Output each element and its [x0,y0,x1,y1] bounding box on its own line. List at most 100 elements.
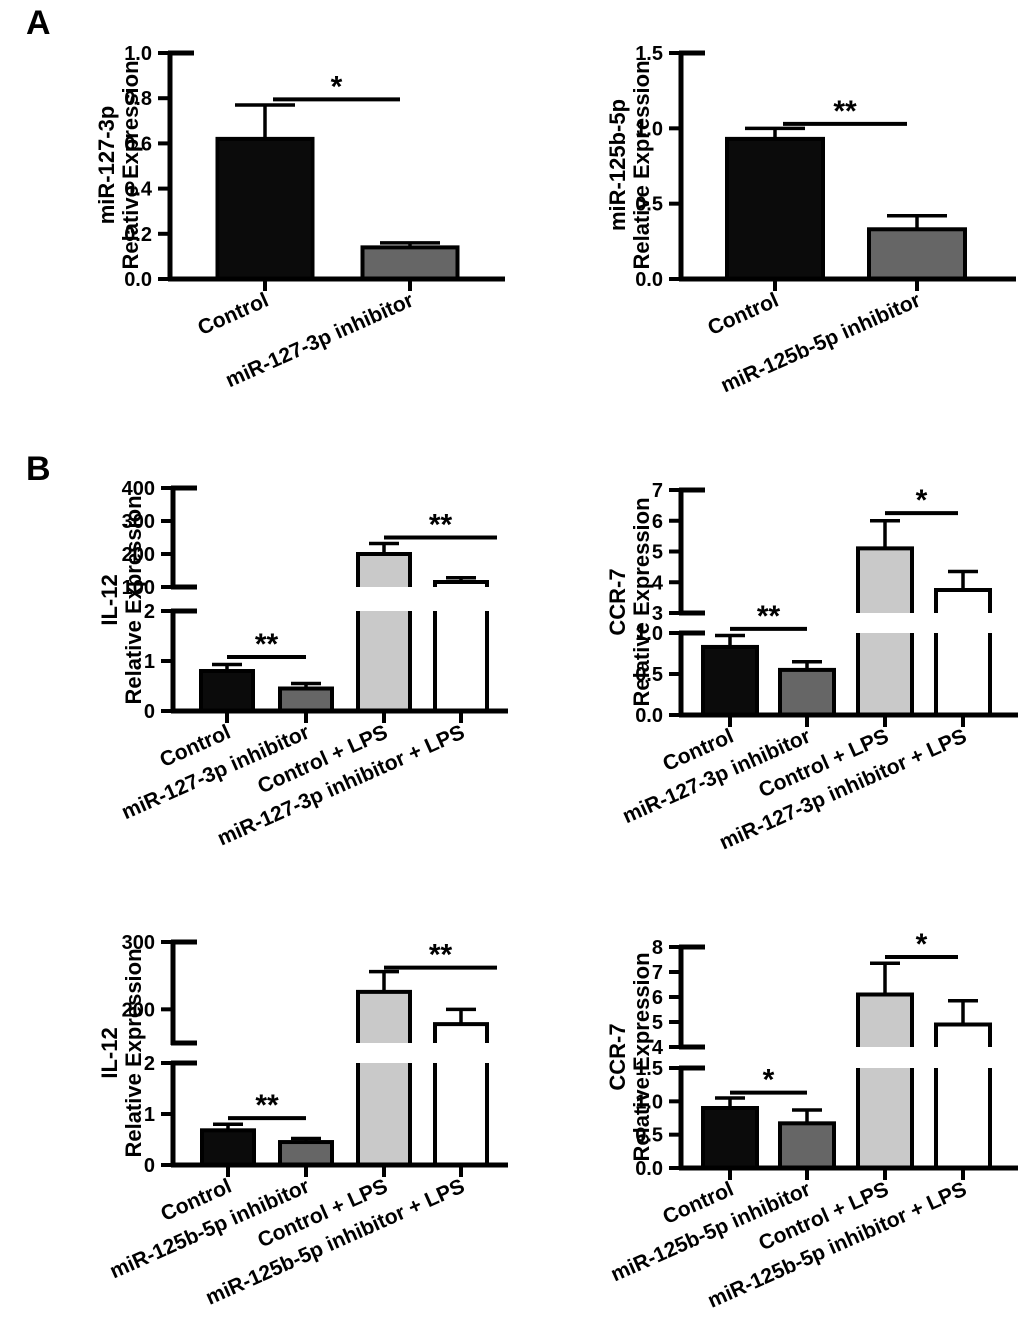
panel-b-label: B [26,450,51,488]
y-tick-label: 0.0 [635,705,663,727]
y-tick-label: 0.0 [635,269,663,291]
significance-label: ** [429,509,453,542]
bar-lower-piece [435,1063,487,1165]
y-tick-label: 5 [652,1012,663,1034]
bar [725,136,825,281]
x-category-label: Control [704,289,782,340]
y-tick-label: 0.0 [124,269,152,291]
y-tick-label: 1.0 [635,1091,663,1113]
significance-label: ** [255,628,279,661]
bar [701,1106,759,1170]
y-tick-label: 100 [122,577,155,599]
y-tick-label: 1.0 [124,43,152,65]
y-tick-label: 300 [122,511,155,533]
y-tick-label: 8 [652,937,663,959]
y-axis-title-line1: miR-127-3p [94,106,119,225]
y-tick-label: 4 [652,572,664,594]
y-tick-label: 2 [144,601,155,623]
bar-lower-piece [435,611,487,711]
y-tick-label: 200 [122,999,155,1021]
bar-lower-piece [858,1068,912,1168]
bar [199,669,255,713]
bar-lower-piece [936,633,990,715]
y-tick-label: 7 [652,962,663,984]
significance-label: ** [429,939,453,972]
x-category-label: Control [194,289,272,340]
bar-upper-piece [858,994,912,1047]
significance-label: * [763,1064,775,1097]
bar [278,686,334,713]
y-tick-label: 5 [652,542,663,564]
bar-upper-piece [435,582,487,587]
bar-lower-piece [358,611,410,711]
y-tick-label: 0 [144,701,155,723]
bar [360,245,460,281]
y-axis-title-line1: miR-125b-5p [605,99,630,231]
y-axis-title-line2: Relative Expression [118,60,143,269]
bar [867,227,967,281]
y-axis-title-line2: Relative Expression [629,497,654,706]
significance-label: ** [757,600,781,633]
y-axis-title-line2: Relative Expression [121,495,146,704]
bar [778,1121,836,1171]
y-tick-label: 0.2 [124,224,152,246]
y-tick-label: 1.5 [635,1058,663,1080]
bar [200,1128,256,1167]
y-tick-label: 7 [652,480,663,502]
y-tick-label: 1.0 [635,623,663,645]
bar [215,136,315,281]
y-tick-label: 2 [144,1053,155,1075]
y-tick-label: 1 [144,651,155,673]
y-axis-title-line2: Relative Expression [629,60,654,269]
panel-a-label: A [26,4,51,42]
bar [778,667,836,718]
bar [278,1140,334,1168]
y-axis-title-line2: Relative Expression [629,952,654,1161]
y-tick-label: 400 [122,478,155,500]
significance-label: * [916,484,928,517]
significance-label: ** [255,1089,279,1122]
y-tick-label: 0.4 [124,179,153,201]
bar-upper-piece [936,1024,990,1047]
y-tick-label: 1.0 [635,118,663,140]
y-axis-title-line2: Relative Expression [121,948,146,1157]
y-tick-label: 200 [122,544,155,566]
y-tick-label: 0.5 [635,664,663,686]
bar-lower-piece [936,1068,990,1168]
significance-label: * [331,70,343,103]
y-tick-label: 0.5 [635,1125,663,1147]
bar-upper-piece [435,1024,487,1043]
y-tick-label: 6 [652,511,663,533]
bar [701,644,759,717]
y-tick-label: 6 [652,987,663,1009]
y-tick-label: 3 [652,603,663,625]
significance-label: * [916,928,928,961]
y-axis-title-line1: IL-12 [97,574,122,625]
y-tick-label: 0.0 [635,1158,663,1180]
y-tick-label: 1.5 [635,43,663,65]
y-axis-title-line1: CCR-7 [605,1023,630,1090]
y-tick-label: 4 [652,1037,664,1059]
bar-lower-piece [358,1063,410,1165]
y-tick-label: 300 [122,932,155,954]
bar-upper-piece [358,991,410,1043]
y-axis-title-line1: CCR-7 [605,568,630,635]
y-tick-label: 1 [144,1104,155,1126]
bar-upper-piece [936,589,990,613]
y-tick-label: 0.5 [635,194,663,216]
bar-lower-piece [858,633,912,715]
y-tick-label: 0 [144,1155,155,1177]
y-tick-label: 0.8 [124,88,152,110]
y-axis-title-line1: IL-12 [97,1027,122,1078]
bar-upper-piece [358,554,410,587]
bar-upper-piece [858,548,912,613]
y-tick-label: 0.6 [124,133,152,155]
